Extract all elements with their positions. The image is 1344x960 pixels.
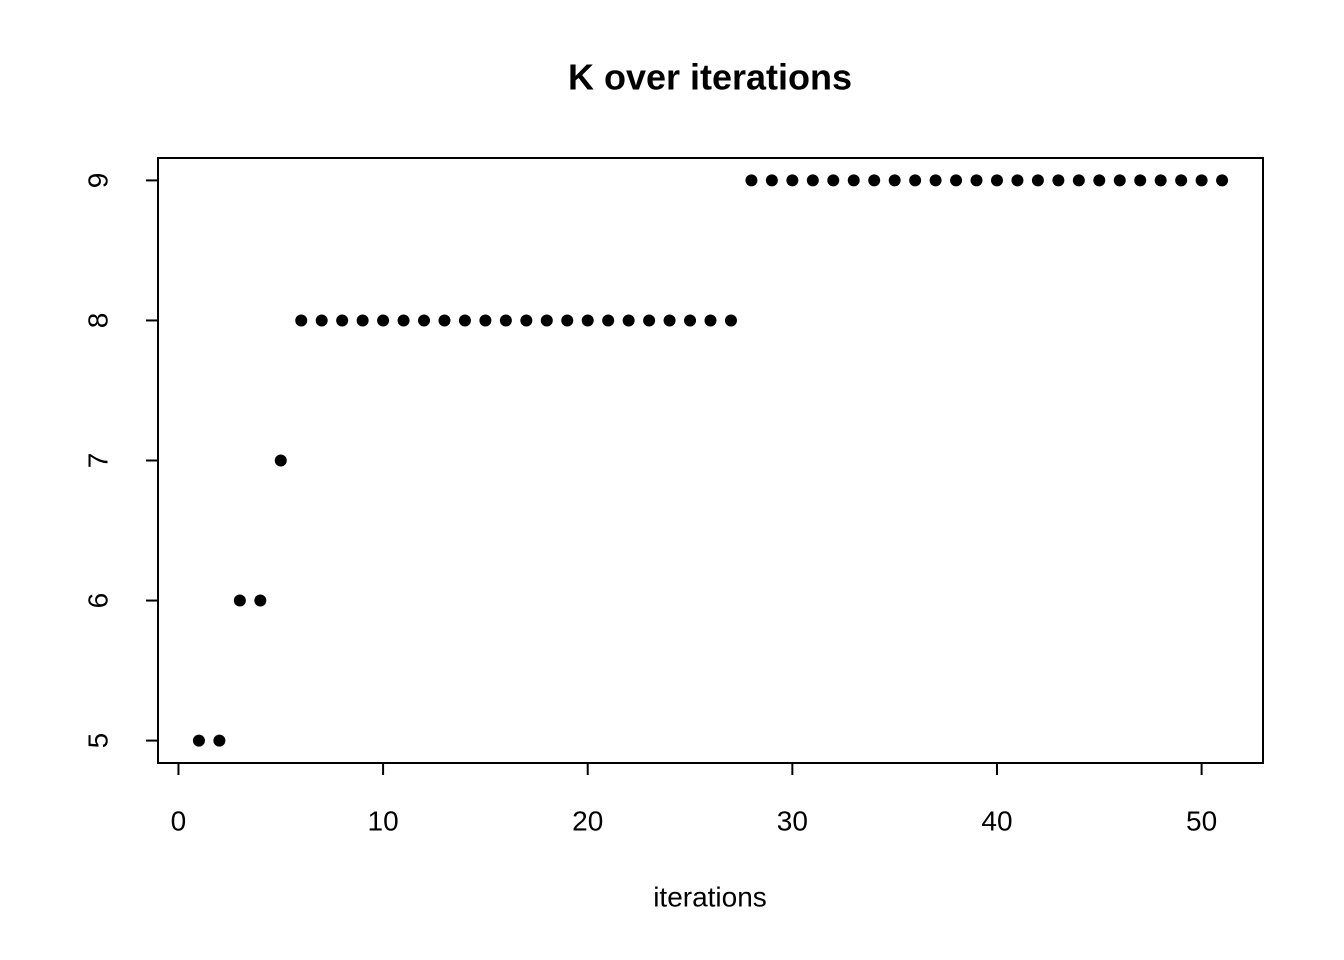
y-tick-label: 8 (82, 313, 113, 329)
point (213, 734, 226, 747)
point (622, 314, 635, 327)
point (990, 174, 1003, 187)
point (499, 314, 512, 327)
point (827, 174, 840, 187)
point (397, 314, 410, 327)
y-tick-label: 7 (82, 453, 113, 469)
point (868, 174, 881, 187)
x-tick-label: 30 (777, 805, 808, 836)
point (888, 174, 901, 187)
x-axis-label: iterations (653, 881, 767, 912)
chart-title: K over iterations (568, 57, 852, 98)
point (1072, 174, 1085, 187)
point (806, 174, 819, 187)
point (684, 314, 697, 327)
point (1093, 174, 1106, 187)
point (458, 314, 471, 327)
x-tick-label: 50 (1186, 805, 1217, 836)
y-tick-label: 6 (82, 593, 113, 609)
point (786, 174, 799, 187)
point (1011, 174, 1024, 187)
point (663, 314, 676, 327)
point (561, 314, 574, 327)
point (295, 314, 308, 327)
x-tick-label: 0 (171, 805, 187, 836)
point (1154, 174, 1167, 187)
point (1113, 174, 1126, 187)
point (192, 734, 205, 747)
point (540, 314, 553, 327)
point (233, 594, 246, 607)
point (336, 314, 349, 327)
point (254, 594, 267, 607)
point (704, 314, 717, 327)
point (909, 174, 922, 187)
point (1195, 174, 1208, 187)
point (479, 314, 492, 327)
point (418, 314, 431, 327)
y-tick-label: 9 (82, 173, 113, 189)
point (1052, 174, 1065, 187)
point (1031, 174, 1044, 187)
point (847, 174, 860, 187)
point (438, 314, 451, 327)
point (1175, 174, 1188, 187)
point (970, 174, 983, 187)
point (602, 314, 615, 327)
point (929, 174, 942, 187)
point (520, 314, 533, 327)
x-tick-label: 40 (981, 805, 1012, 836)
point (643, 314, 656, 327)
point (1216, 174, 1229, 187)
point (950, 174, 963, 187)
point (745, 174, 758, 187)
point (581, 314, 594, 327)
point (724, 314, 737, 327)
point (356, 314, 369, 327)
y-tick-label: 5 (82, 733, 113, 749)
point (274, 454, 287, 467)
point (1134, 174, 1147, 187)
x-tick-label: 10 (368, 805, 399, 836)
x-tick-label: 20 (572, 805, 603, 836)
point (315, 314, 328, 327)
point (377, 314, 390, 327)
point (765, 174, 778, 187)
